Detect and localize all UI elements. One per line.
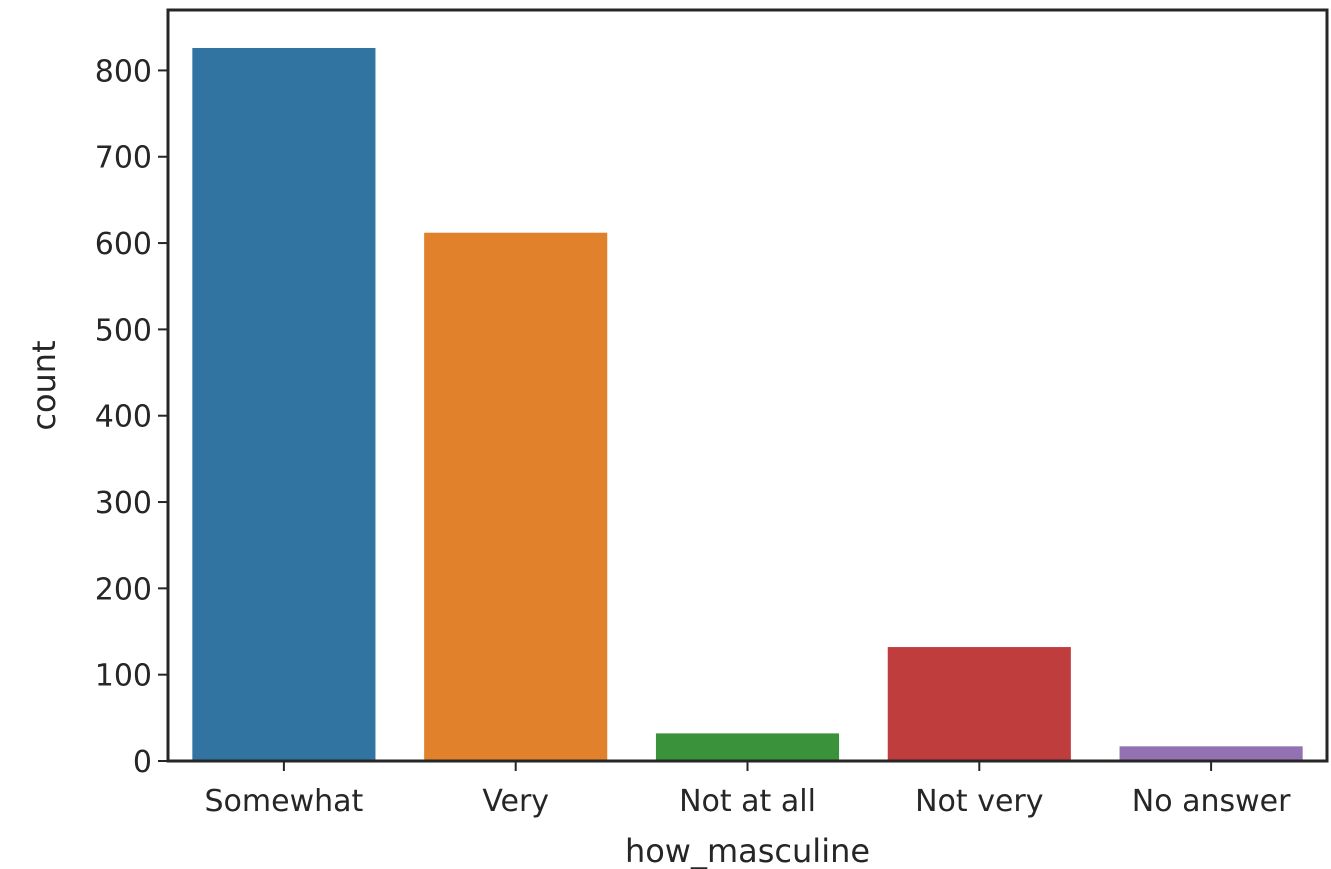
y-tick-label: 100 (95, 659, 152, 694)
y-tick-label: 400 (95, 400, 152, 435)
bars-group (192, 47, 1303, 762)
y-axis-label: count (25, 340, 63, 430)
y-tick-label: 0 (133, 745, 152, 780)
x-tick-label: No answer (1132, 784, 1291, 819)
x-tick-label: Very (482, 784, 549, 819)
x-tick-label: Somewhat (205, 784, 364, 819)
bar-not-at-all (655, 733, 840, 761)
y-tick-label: 700 (95, 141, 152, 176)
bar-no-answer (1119, 746, 1303, 761)
y-tick-label: 800 (95, 54, 152, 89)
y-tick-label: 300 (95, 486, 152, 521)
bar-somewhat (192, 47, 376, 761)
x-axis-ticks: Somewhat Very Not at all Not very No answer (205, 761, 1291, 819)
plot-frame (166, 8, 1329, 763)
bar-not-very (887, 647, 1071, 761)
y-tick-label: 200 (95, 572, 152, 607)
y-tick-label: 600 (95, 227, 152, 262)
x-tick-label: Not very (915, 784, 1043, 819)
bar-very (424, 232, 608, 762)
y-tick-label: 500 (95, 313, 152, 348)
y-axis-ticks: 0 100 200 300 400 500 600 700 800 (95, 54, 168, 780)
x-tick-label: Not at all (679, 784, 816, 819)
x-axis-label: how_masculine (625, 832, 870, 869)
